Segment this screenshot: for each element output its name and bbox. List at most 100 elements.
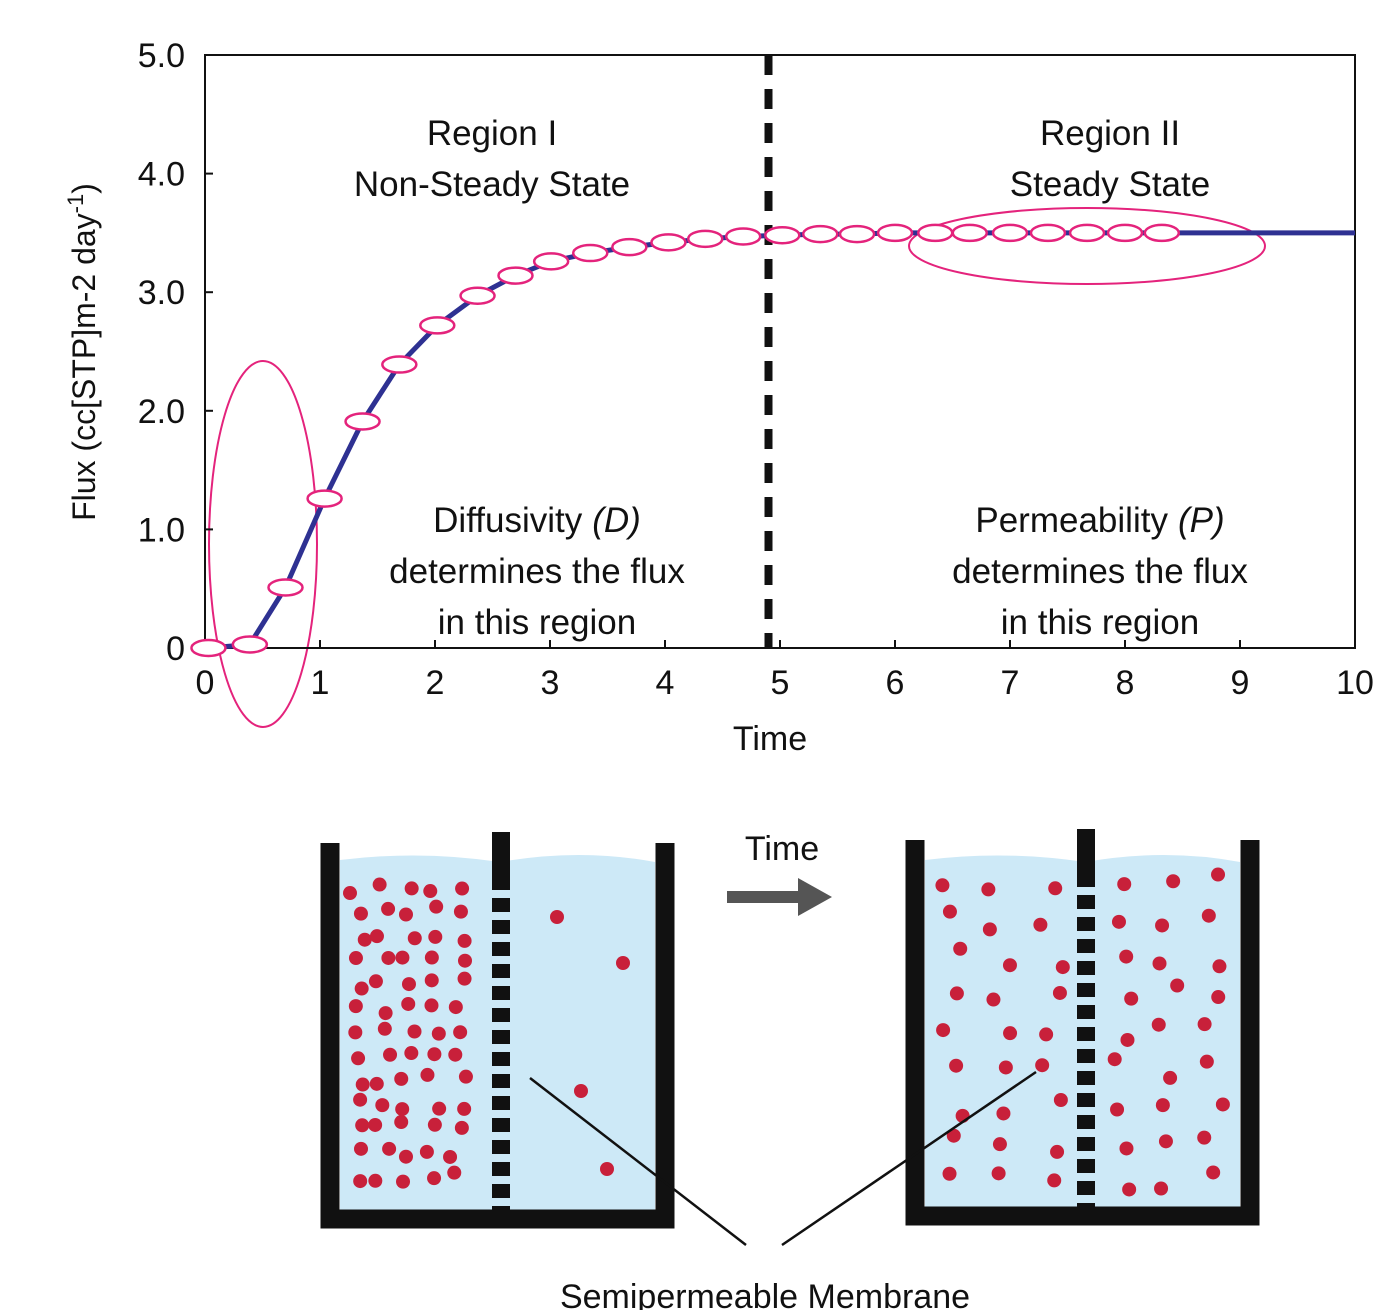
particle — [407, 1024, 422, 1039]
particle — [448, 1047, 463, 1062]
particle — [381, 901, 396, 916]
particle — [1052, 985, 1067, 1000]
pointer-line — [529, 1077, 747, 1246]
annotation: Non-Steady State — [354, 165, 630, 204]
particle — [1119, 1141, 1134, 1156]
particle — [1048, 881, 1063, 896]
particle — [1002, 958, 1017, 973]
membrane-label: Semipermeable Membrane — [560, 1278, 970, 1310]
particle — [369, 929, 384, 944]
data-point — [724, 227, 762, 246]
particle — [398, 907, 413, 922]
particle — [394, 1115, 409, 1130]
beaker — [905, 840, 1260, 1226]
particle — [355, 1077, 370, 1092]
particle — [354, 981, 369, 996]
particle — [1201, 908, 1216, 923]
particle — [368, 1173, 383, 1188]
particle — [424, 950, 439, 965]
data-point — [1068, 223, 1106, 243]
particle — [368, 1117, 383, 1132]
particle — [457, 953, 472, 968]
y-tick-label: 1.0 — [138, 511, 185, 549]
particle — [1119, 949, 1134, 964]
particle — [369, 1076, 384, 1091]
data-point — [497, 266, 534, 285]
data-point — [838, 224, 876, 244]
annotation: Diffusivity (D) — [433, 501, 641, 540]
particle — [550, 910, 564, 924]
particle — [368, 974, 383, 989]
data-point — [1029, 223, 1067, 243]
data-point — [267, 578, 304, 597]
annotation: determines the flux — [952, 552, 1248, 591]
data-point — [687, 229, 724, 249]
particle — [986, 992, 1001, 1007]
particle — [1050, 1144, 1065, 1159]
particle — [407, 931, 422, 946]
particle — [600, 1162, 614, 1176]
particle — [427, 1171, 442, 1186]
particle — [420, 1067, 435, 1082]
annotation: in this region — [1001, 603, 1199, 642]
particle — [1120, 1032, 1135, 1047]
particle — [454, 1120, 469, 1135]
particles — [343, 867, 1230, 1197]
y-axis-label-end: ) — [66, 183, 102, 194]
particle — [381, 950, 396, 965]
highlight-ellipse — [908, 207, 1266, 285]
particle — [1155, 1098, 1170, 1113]
arrow-label: Time — [745, 830, 819, 868]
particle — [1053, 1092, 1068, 1107]
y-tick-label: 0 — [166, 630, 185, 668]
particle — [946, 1128, 961, 1143]
particle — [1158, 1134, 1173, 1149]
particle — [1122, 1182, 1137, 1197]
x-tick-label: 1 — [311, 664, 330, 702]
particle — [981, 882, 996, 897]
particle — [343, 886, 358, 901]
particle — [616, 956, 630, 970]
particle — [348, 1025, 363, 1040]
particle — [455, 881, 470, 896]
particle — [398, 1149, 413, 1164]
data-point — [419, 316, 456, 335]
x-tick-label: 9 — [1231, 664, 1250, 702]
data-point — [572, 243, 609, 263]
particle — [395, 950, 410, 965]
particle — [1035, 1058, 1050, 1073]
highlight-ellipse — [208, 360, 318, 728]
data-point — [802, 224, 839, 244]
particle — [992, 1137, 1007, 1152]
particle — [982, 922, 997, 937]
data-point — [532, 252, 570, 271]
particle — [447, 1165, 462, 1180]
particle — [457, 933, 472, 948]
particle — [453, 1025, 468, 1040]
particle — [1199, 1054, 1214, 1069]
particle — [382, 1141, 397, 1156]
particle — [936, 1023, 951, 1038]
particle — [1003, 1026, 1018, 1041]
particle — [1154, 1181, 1169, 1196]
particle — [1152, 956, 1167, 971]
y-axis-label-text: Flux (cc[STP]m-2 day — [66, 213, 102, 521]
particle — [1047, 1173, 1062, 1188]
y-tick-label: 4.0 — [138, 156, 185, 194]
pointer-line — [781, 1070, 1037, 1247]
particle — [1212, 959, 1227, 974]
data-point — [306, 489, 343, 508]
particle — [354, 1141, 369, 1156]
particle — [353, 906, 368, 921]
particle — [401, 996, 416, 1011]
x-tick-label: 6 — [886, 664, 905, 702]
particle — [1111, 914, 1126, 929]
annotation: Region I — [427, 114, 557, 153]
particle — [353, 1174, 368, 1189]
annotation-text: Permeability — [975, 501, 1168, 540]
particle — [431, 1026, 446, 1041]
particle — [396, 1174, 411, 1189]
annotation-emphasis: (P) — [1178, 501, 1225, 540]
data-point — [876, 223, 914, 243]
